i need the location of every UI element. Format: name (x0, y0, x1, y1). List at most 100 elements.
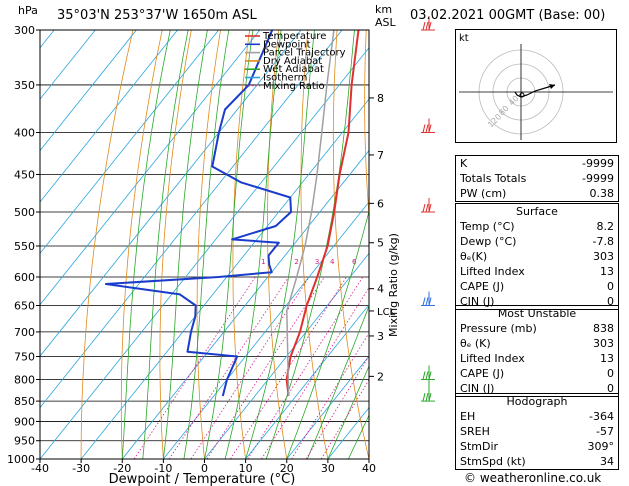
surface-value: 303 (593, 250, 614, 263)
surface-value: 13 (600, 265, 614, 278)
km-tick-label: 7 (377, 149, 384, 162)
isotherm-line (286, 355, 369, 459)
hodograph-row: StmSpd (kt) 34 (456, 454, 618, 469)
mixing-ratio-line (230, 276, 347, 459)
copyright: © weatheronline.co.uk (464, 471, 602, 485)
x-tick-label: 20 (280, 462, 294, 475)
dry-adiabat-line (395, 30, 451, 459)
most-unstable-title: Most Unstable (497, 307, 577, 320)
isotherm-line (40, 47, 369, 459)
pw-label: PW (cm) (460, 187, 507, 200)
pressure-tick-label: 850 (14, 395, 35, 408)
tt-value: -9999 (582, 172, 614, 185)
mixing-ratio-line (291, 332, 369, 459)
surface-row: CIN (J) 0 (456, 294, 618, 309)
wet-adiabat-line (204, 30, 254, 459)
wet-adiabat-line (163, 30, 208, 459)
mixing-ratio-line (261, 286, 369, 459)
surface-row: Lifted Index 13 (456, 264, 618, 279)
x-tick-label: -10 (154, 462, 172, 475)
km-tick-label: 3 (377, 330, 384, 343)
isotherm-line (40, 30, 178, 203)
isotherm-line (245, 304, 369, 459)
isotherm-line (163, 201, 369, 459)
x-tick-label: 40 (362, 462, 376, 475)
pressure-tick-label: 950 (14, 435, 35, 448)
hodograph-row: SREH -57 (456, 424, 618, 439)
km-tick-label: 6 (377, 197, 384, 210)
surface-value: 8.2 (596, 220, 615, 233)
mixing-ratio-line (247, 276, 364, 459)
pressure-tick-label: 300 (14, 24, 35, 37)
pressure-tick-label: 600 (14, 271, 35, 284)
hpa-unit: hPa (18, 4, 38, 17)
mixing-ratio-line (133, 276, 256, 459)
k-label: K (460, 157, 468, 170)
temperature-profile (285, 30, 360, 397)
asl-unit: ASL (375, 16, 397, 29)
hodograph-value: 309° (587, 440, 615, 453)
wet-adiabat-line (121, 30, 171, 459)
hodo-arrow (549, 84, 555, 89)
hodograph-label: SREH (460, 425, 490, 438)
most-unstable-label: CIN (J) (460, 382, 495, 395)
wind-barb (421, 198, 435, 213)
km-tick-label: 5 (377, 237, 384, 250)
pressure-tick-label: 700 (14, 326, 35, 339)
hodograph-value: -57 (596, 425, 614, 438)
wind-barb (421, 291, 435, 307)
mixing-ratio-label: 2 (294, 258, 298, 266)
isotherm-line (40, 30, 343, 409)
pressure-tick-label: 750 (14, 350, 35, 363)
x-tick-label: 10 (239, 462, 253, 475)
dry-adiabat-line (364, 30, 369, 221)
most-unstable-value: 838 (593, 322, 614, 335)
mixing-ratio-label: 3 (315, 258, 319, 266)
legend-label: Wet Adiabat (263, 64, 324, 75)
dry-adiabat-line (196, 30, 221, 459)
surface-label: Dewp (°C) (460, 235, 517, 248)
pressure-tick-label: 800 (14, 373, 35, 386)
pressure-tick-label: 900 (14, 415, 35, 428)
mixing-ratio-line (190, 276, 310, 459)
most-unstable-row: Lifted Index 13 (456, 351, 618, 366)
location-title: 35°03'N 253°37'W 1650m ASL (57, 8, 257, 23)
most-unstable-table: Most Unstable Pressure (mb) 838 θₑ (K) 303 L… (455, 305, 619, 397)
wind-barb (421, 16, 435, 31)
mixing-ratio-line (305, 355, 369, 459)
hodograph-label: StmSpd (kt) (460, 455, 526, 468)
mixing-ratio-label: 16 (407, 258, 416, 266)
wet-adiabat-line (245, 30, 315, 459)
surface-label: CIN (J) (460, 295, 495, 308)
surface-row: Dewp (°C) -7.8 (456, 234, 618, 249)
x-axis-label: Dewpoint / Temperature (°C) (109, 472, 296, 486)
mixing-ratio-line (206, 276, 325, 459)
mixing-ratio-line (320, 379, 369, 459)
pressure-tick-label: 400 (14, 127, 35, 140)
surface-row: CAPE (J) 0 (456, 279, 618, 294)
wet-adiabat-line (327, 365, 369, 459)
mixing-ratio-label: 25 (435, 258, 444, 266)
hodograph-label: StmDir (460, 440, 499, 453)
pressure-tick-label: 550 (14, 240, 35, 253)
surface-row: θₑ(K) 303 (456, 249, 618, 264)
surface-label: θₑ(K) (460, 250, 488, 263)
pressure-tick-label: 350 (14, 79, 35, 92)
hodograph-value: 34 (600, 455, 614, 468)
dry-adiabat-line (80, 30, 134, 459)
x-tick-label: -40 (31, 462, 49, 475)
wet-adiabat-line (183, 30, 230, 459)
k-value: -9999 (582, 157, 614, 170)
wet-adiabat-line (142, 30, 189, 459)
km-tick-label: 4 (377, 283, 384, 296)
km-tick-label: 8 (377, 92, 384, 105)
hodograph-value: -364 (589, 410, 614, 423)
wind-barb (421, 365, 435, 380)
isotherm-line (80, 98, 369, 459)
wet-adiabat-line (265, 30, 355, 459)
legend-label: Mixing Ratio (263, 81, 325, 92)
most-unstable-label: CAPE (J) (460, 367, 505, 380)
y-axis-right-label: Mixing Ratio (g/kg) (387, 233, 400, 337)
x-tick-label: 30 (321, 462, 335, 475)
